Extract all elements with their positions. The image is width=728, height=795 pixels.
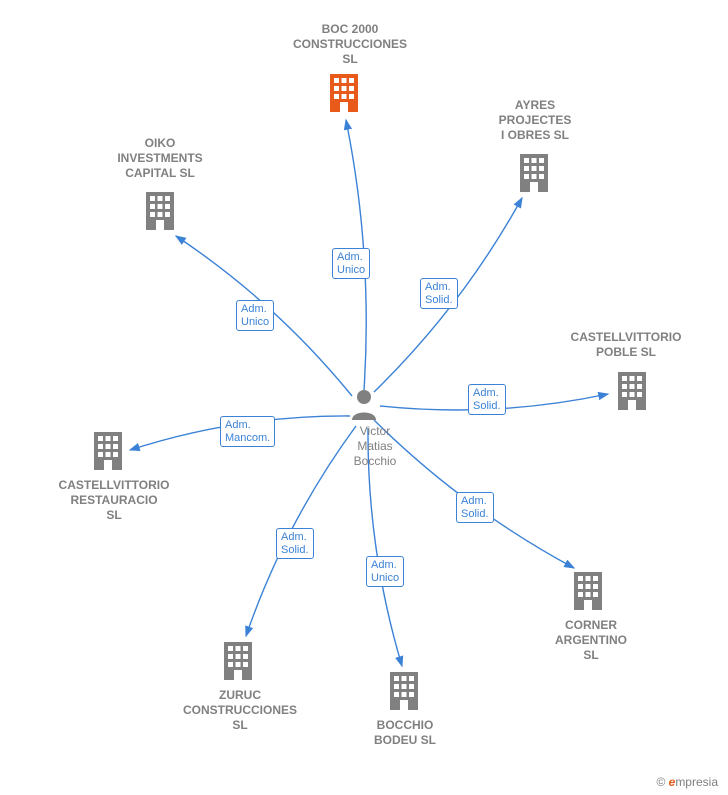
edge-label: Adm. Mancom. <box>220 416 275 447</box>
company-node-label: CASTELLVITTORIO POBLE SL <box>556 330 696 360</box>
edge-label: Adm. Unico <box>332 248 370 279</box>
center-node-label: Victor Matias Bocchio <box>345 424 405 469</box>
building-icon <box>90 430 126 472</box>
building-icon <box>614 370 650 412</box>
company-node-label: ZURUC CONSTRUCCIONES SL <box>160 688 320 733</box>
edge-label: Adm. Solid. <box>276 528 314 559</box>
person-icon <box>350 388 378 420</box>
company-node-label: CORNER ARGENTINO SL <box>536 618 646 663</box>
building-icon <box>142 190 178 232</box>
building-icon <box>570 570 606 612</box>
edge-label: Adm. Solid. <box>468 384 506 415</box>
building-icon <box>220 640 256 682</box>
company-node-label: OIKO INVESTMENTS CAPITAL SL <box>100 136 220 181</box>
credit-label: © empresia <box>656 775 718 789</box>
edge-label: Adm. Unico <box>366 556 404 587</box>
company-node-label: BOCCHIO BODEU SL <box>350 718 460 748</box>
company-node-label: BOC 2000 CONSTRUCCIONES SL <box>280 22 420 67</box>
company-node-label: AYRES PROJECTES I OBRES SL <box>480 98 590 143</box>
edge-label: Adm. Solid. <box>456 492 494 523</box>
company-node-label: CASTELLVITTORIO RESTAURACIO SL <box>44 478 184 523</box>
edge-label: Adm. Unico <box>236 300 274 331</box>
building-icon <box>386 670 422 712</box>
building-icon <box>516 152 552 194</box>
building-icon <box>326 72 362 114</box>
edge-label: Adm. Solid. <box>420 278 458 309</box>
